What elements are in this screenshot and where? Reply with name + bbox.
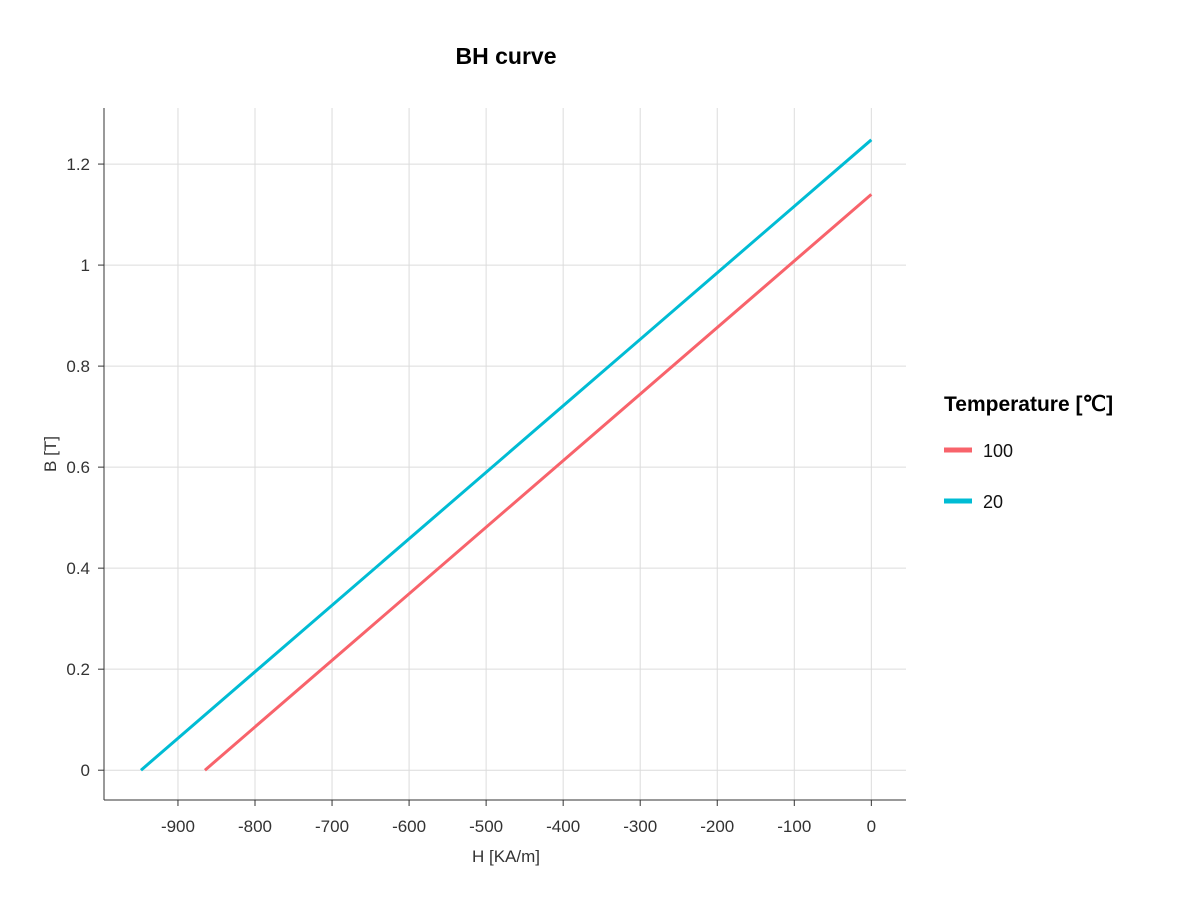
chart-title: BH curve — [456, 43, 557, 69]
y-tick-label: 1.2 — [66, 155, 90, 174]
series-lines — [139, 138, 873, 772]
x-tick-label: -900 — [161, 817, 195, 836]
x-axis-label: H [KA/m] — [472, 847, 540, 866]
x-tick-label: -200 — [700, 817, 734, 836]
ticks: -900 -800 -700 -600 -500 -400 -300 -200 -100 0 0 0.… — [66, 155, 876, 836]
y-tick-label: 0.8 — [66, 357, 90, 376]
legend-label-100: 100 — [983, 441, 1013, 461]
legend: Temperature [℃] 100 20 — [944, 393, 1113, 512]
x-tick-label: -500 — [469, 817, 503, 836]
x-tick-label: 0 — [867, 817, 876, 836]
legend-label-20: 20 — [983, 492, 1003, 512]
y-tick-label: 0.6 — [66, 458, 90, 477]
y-tick-label: 0 — [81, 761, 90, 780]
series-line-100 — [203, 193, 873, 772]
x-tick-label: -600 — [392, 817, 426, 836]
y-tick-label: 0.4 — [66, 559, 90, 578]
grid — [104, 108, 906, 800]
series-line-20 — [139, 138, 873, 772]
x-tick-label: -700 — [315, 817, 349, 836]
y-tick-label: 1 — [81, 256, 90, 275]
y-tick-label: 0.2 — [66, 660, 90, 679]
x-tick-label: -100 — [777, 817, 811, 836]
x-tick-label: -800 — [238, 817, 272, 836]
legend-title: Temperature [℃] — [944, 393, 1113, 416]
x-tick-label: -400 — [546, 817, 580, 836]
x-tick-label: -300 — [623, 817, 657, 836]
y-axis-label: B [T] — [41, 436, 60, 472]
